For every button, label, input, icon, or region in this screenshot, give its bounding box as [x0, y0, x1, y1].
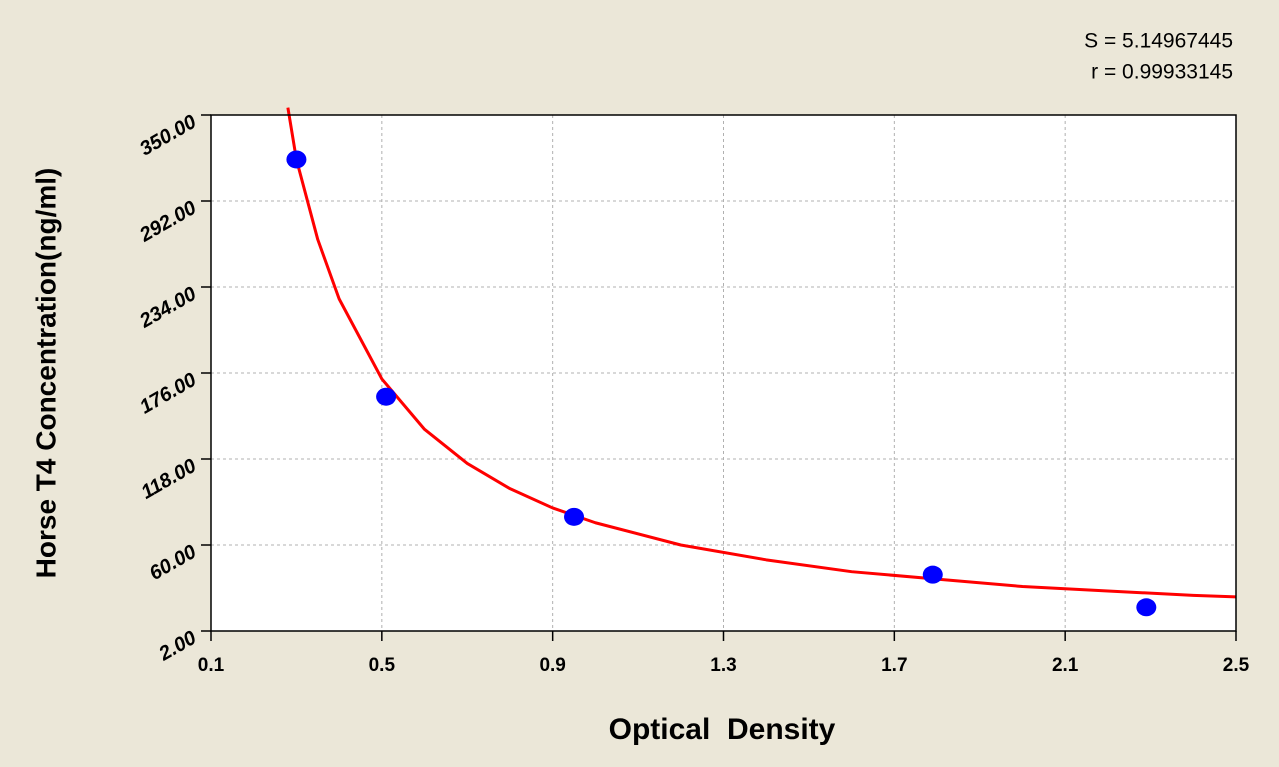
x-tick-label: 2.5: [1223, 655, 1250, 676]
y-axis-title: Horse T4 Concentration(ng/ml): [30, 168, 61, 579]
y-tick-label: 2.00: [155, 627, 201, 666]
x-tick-label: 2.1: [1052, 655, 1079, 676]
y-tick-label: 176.00: [136, 369, 200, 419]
x-tick-label: 0.9: [539, 655, 565, 676]
x-axis-title: Optical Density: [609, 713, 836, 746]
data-point: [922, 565, 943, 584]
y-tick-label: 60.00: [146, 541, 200, 585]
x-tick-label: 1.7: [881, 655, 907, 676]
annotation: S = 5.14967445: [1084, 30, 1233, 53]
y-tick-label: 350.00: [136, 111, 200, 161]
data-point: [286, 150, 307, 169]
marks: [286, 107, 1236, 617]
annotation: r = 0.99933145: [1091, 61, 1233, 84]
y-tick-label: 234.00: [135, 283, 200, 333]
x-tick-label: 0.5: [369, 655, 396, 676]
data-point: [376, 387, 397, 406]
x-tick-label: 1.3: [710, 655, 736, 676]
y-tick-label: 292.00: [135, 197, 200, 247]
data-point: [1136, 598, 1157, 617]
x-tick-label: 0.1: [198, 655, 225, 676]
y-tick-label: 118.00: [137, 455, 200, 504]
data-point: [564, 507, 585, 526]
